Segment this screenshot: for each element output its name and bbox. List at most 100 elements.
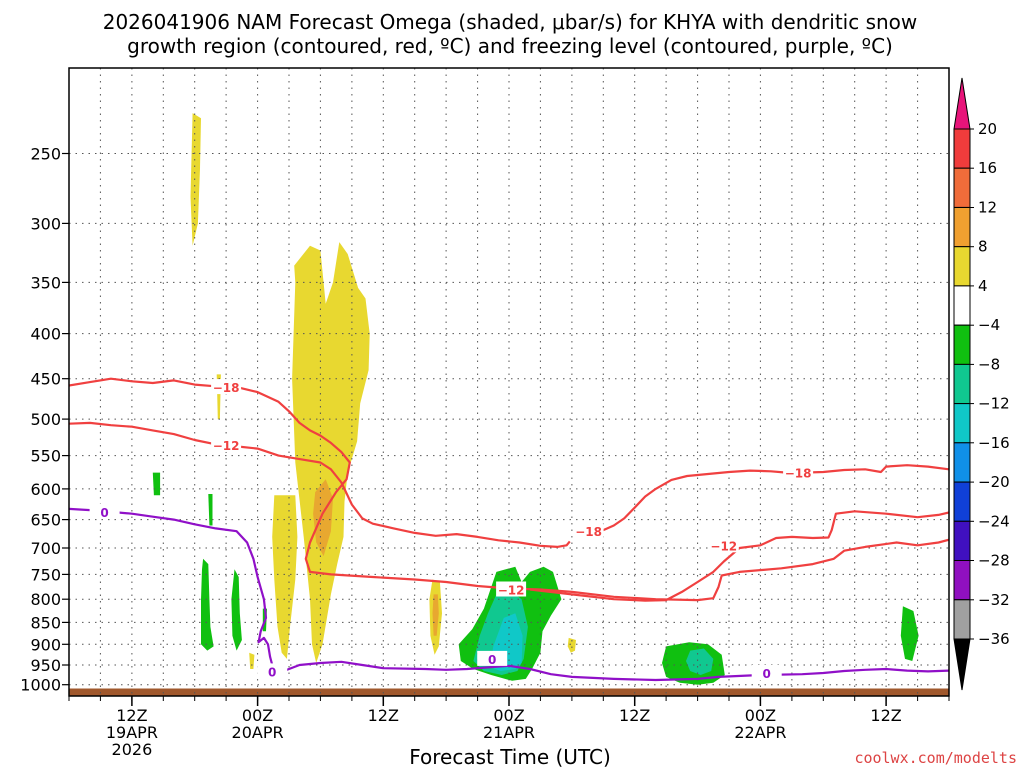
chart-title-line1: 2026041906 NAM Forecast Omega (shaded, μ… (103, 10, 918, 34)
isotherm-line-label: −12 (213, 439, 240, 453)
colorbar-label: −12 (978, 395, 1010, 413)
y-tick-label: 1000 (20, 676, 61, 695)
colorbar-label: −16 (978, 434, 1010, 452)
x-axis-label: Forecast Time (UTC) (409, 745, 611, 768)
y-tick-label: 700 (30, 539, 61, 558)
y-tick-label: 950 (30, 656, 61, 675)
colorbar-bin (953, 403, 971, 444)
freezing-level-line-label: 0 (100, 506, 108, 520)
colorbar-bin (953, 560, 971, 601)
grid-lines (69, 68, 949, 696)
isotherm-line (588, 464, 949, 533)
isotherm-line-label: −18 (785, 467, 812, 481)
y-tick-label: 250 (30, 145, 61, 164)
contour-label-bg (573, 523, 604, 539)
x-tick-label: 12Z (116, 706, 147, 725)
y-tick-label: 800 (30, 590, 61, 609)
colorbar-bin (953, 324, 971, 365)
omega-region (190, 113, 201, 246)
x-tick-year: 2026 (112, 740, 153, 759)
x-tick-label: 00Z (493, 706, 524, 725)
omega-region (432, 594, 439, 636)
contour-label-bg (751, 665, 782, 680)
y-tick-label: 350 (30, 273, 61, 292)
colorbar-label: −8 (978, 355, 1000, 373)
omega-region (686, 648, 714, 675)
isotherm-line-label: −12 (498, 584, 525, 598)
y-tick-label: 500 (30, 410, 61, 429)
contour-labels: −18 −18 −18 −12 −12 −12 0 0 0 0 (89, 379, 814, 681)
colorbar-bin (953, 599, 971, 640)
y-tick-label: 600 (30, 480, 61, 499)
contour-label-bg (257, 663, 288, 679)
colorbar-bin (953, 520, 971, 561)
colorbar-bin (953, 207, 971, 248)
contour-label-bg (89, 503, 120, 519)
colorbar-bin (953, 363, 971, 405)
x-tick-date: 20APR (232, 723, 284, 742)
isotherm-line (529, 510, 949, 602)
omega-region (313, 479, 333, 557)
y-axis: 250 300 350 400 450 500 550 600 650 700 750 800 850 9… (20, 145, 69, 695)
colorbar-label: −4 (978, 316, 1000, 334)
colorbar-label: 12 (978, 199, 997, 217)
isotherm-line-label: −12 (710, 539, 737, 553)
x-tick-label: 12Z (619, 706, 650, 725)
x-tick-label: 00Z (242, 706, 273, 725)
colorbar-label: −28 (978, 552, 1010, 570)
colorbar-label: −36 (978, 630, 1010, 648)
y-tick-label: 400 (30, 325, 61, 344)
x-tick-label: 00Z (745, 706, 776, 725)
contour-label-bg (477, 650, 508, 666)
y-tick-label: 650 (30, 511, 61, 530)
freezing-level-line-label: 0 (763, 667, 771, 681)
colorbar-top-arrow (953, 77, 971, 130)
isotherm-line (69, 421, 571, 548)
colorbar-label: 4 (978, 277, 988, 295)
x-tick-label: 12Z (870, 706, 901, 725)
colorbar-bottom-arrow (953, 638, 971, 691)
omega-region (272, 495, 298, 659)
freezing-level-line-label: 0 (488, 653, 496, 667)
colorbar-bin (953, 285, 971, 326)
colorbar-bin (953, 481, 971, 522)
contour-label-bg (211, 437, 242, 452)
isotherm-line-label: −18 (575, 525, 602, 539)
y-tick-label: 750 (30, 565, 61, 584)
colorbar-label: −24 (978, 512, 1010, 530)
freezing-level-line-label: 0 (268, 665, 276, 679)
colorbar-bin (953, 442, 971, 483)
omega-region (152, 472, 161, 496)
colorbar: 20 16 12 8 4 −4 −8 −12 −16 −20 −24 −28 −32 −36 (953, 77, 1010, 691)
omega-region (900, 606, 919, 661)
isotherm-line-label: −18 (213, 381, 240, 395)
x-tick-date: 22APR (734, 723, 786, 742)
x-tick-label: 12Z (368, 706, 399, 725)
colorbar-label: 20 (978, 120, 997, 138)
omega-region (231, 569, 242, 651)
y-tick-label: 850 (30, 613, 61, 632)
colorbar-label: 16 (978, 159, 997, 177)
colorbar-bin (953, 167, 971, 208)
credit-text: coolwx.com/modelts (854, 749, 1017, 767)
colorbar-label: 8 (978, 238, 988, 256)
omega-region (292, 242, 370, 663)
y-tick-label: 450 (30, 370, 61, 389)
colorbar-label: −20 (978, 473, 1010, 491)
x-tick-date: 21APR (483, 723, 535, 742)
y-tick-label: 900 (30, 635, 61, 654)
contour-label-bg (496, 581, 527, 597)
x-tick-date: 19APR (106, 723, 158, 742)
contour-label-bg (211, 379, 242, 395)
omega-region (249, 652, 255, 669)
colorbar-bin (953, 128, 971, 169)
omega-region (567, 637, 576, 653)
omega-region (208, 494, 213, 526)
colorbar-bin (953, 246, 971, 287)
contour-label-bg (783, 464, 814, 480)
colorbar-label: −32 (978, 591, 1010, 609)
contour-label-bg (708, 537, 739, 553)
y-tick-label: 300 (30, 214, 61, 233)
omega-region (201, 558, 214, 651)
